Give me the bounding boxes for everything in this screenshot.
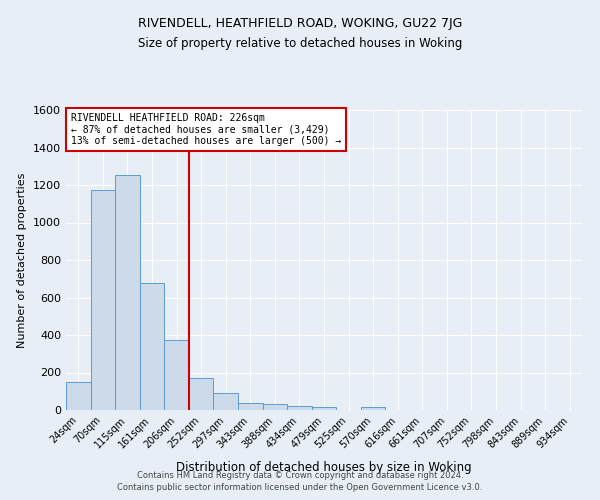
Text: RIVENDELL HEATHFIELD ROAD: 226sqm
← 87% of detached houses are smaller (3,429)
1: RIVENDELL HEATHFIELD ROAD: 226sqm ← 87% … — [71, 113, 341, 146]
Text: RIVENDELL, HEATHFIELD ROAD, WOKING, GU22 7JG: RIVENDELL, HEATHFIELD ROAD, WOKING, GU22… — [138, 18, 462, 30]
Text: Size of property relative to detached houses in Woking: Size of property relative to detached ho… — [138, 38, 462, 51]
Bar — [263, 404, 287, 410]
Bar — [91, 190, 115, 410]
Bar — [66, 382, 91, 410]
Bar — [115, 174, 140, 410]
Bar — [189, 378, 214, 410]
Y-axis label: Number of detached properties: Number of detached properties — [17, 172, 28, 348]
Bar — [214, 393, 238, 410]
Bar — [164, 340, 189, 410]
Bar — [238, 402, 263, 410]
Text: Contains public sector information licensed under the Open Government Licence v3: Contains public sector information licen… — [118, 484, 482, 492]
Text: Contains HM Land Registry data © Crown copyright and database right 2024.: Contains HM Land Registry data © Crown c… — [137, 471, 463, 480]
Bar — [312, 407, 336, 410]
Bar — [287, 406, 312, 410]
Bar — [140, 282, 164, 410]
Bar — [361, 406, 385, 410]
X-axis label: Distribution of detached houses by size in Woking: Distribution of detached houses by size … — [176, 461, 472, 474]
